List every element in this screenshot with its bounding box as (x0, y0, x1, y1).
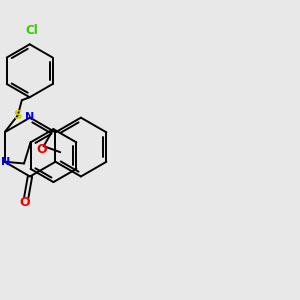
Text: O: O (36, 142, 47, 156)
Text: O: O (19, 196, 30, 209)
Text: Cl: Cl (25, 24, 38, 38)
Text: N: N (26, 112, 34, 122)
Text: S: S (14, 109, 22, 122)
Text: N: N (1, 157, 10, 167)
